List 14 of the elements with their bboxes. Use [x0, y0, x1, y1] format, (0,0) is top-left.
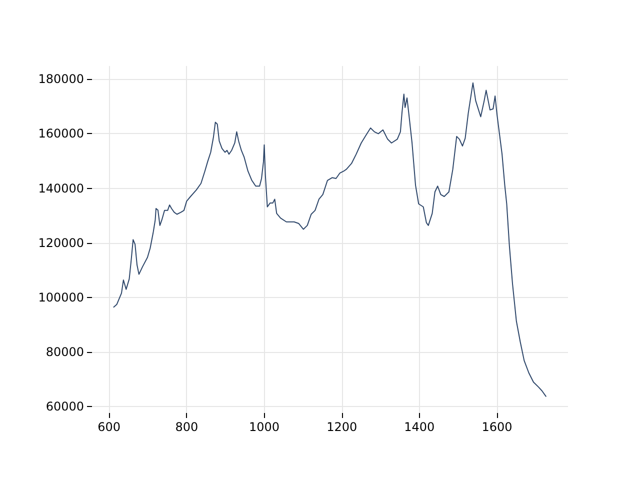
x-tick-label: 1400	[404, 420, 435, 434]
x-tick-label: 1600	[482, 420, 512, 434]
x-tick-label: 800	[175, 420, 198, 434]
y-tick-label: 60000	[46, 400, 84, 414]
y-tick-label: 160000	[38, 126, 84, 141]
x-tick-label: 600	[98, 420, 121, 434]
y-tick-label: 140000	[38, 181, 84, 196]
y-tick-label: 80000	[46, 345, 84, 360]
x-tick-label: 1000	[248, 420, 280, 434]
y-tick-label: 180000	[38, 72, 84, 86]
y-tick-label: 120000	[38, 236, 84, 250]
line-series	[113, 82, 546, 397]
x-tick-label: 1200	[326, 420, 358, 434]
y-tick-label: 100000	[38, 290, 84, 305]
